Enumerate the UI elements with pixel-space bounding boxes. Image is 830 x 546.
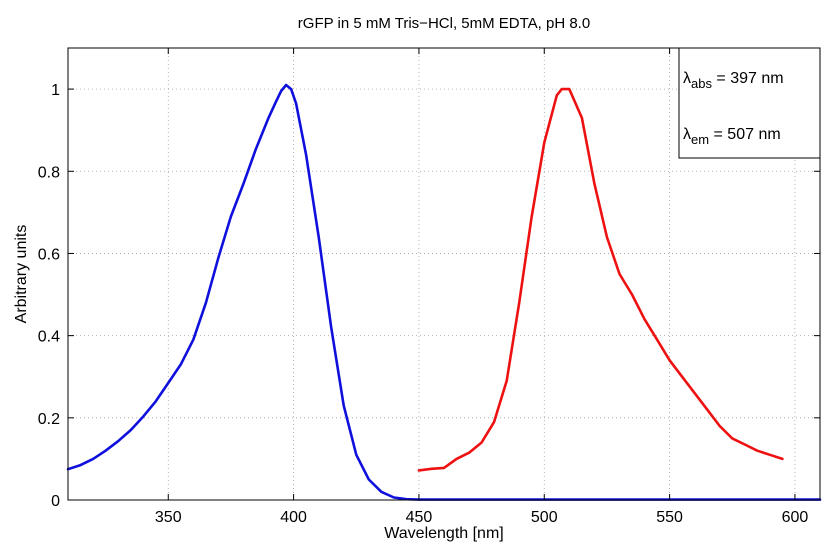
legend-frame — [678, 47, 821, 159]
plot-frame — [67, 47, 821, 501]
x-tick-label: 550 — [656, 509, 683, 526]
x-axis-label: Wavelength [nm] — [384, 525, 503, 542]
emission-line — [417, 87, 784, 472]
x-tick-label: 500 — [531, 509, 558, 526]
x-tick-label: 400 — [280, 509, 307, 526]
chart-title: rGFP in 5 mM Tris−HCl, 5mM EDTA, pH 8.0 — [298, 15, 590, 32]
y-axis-label: Arbitrary units — [13, 225, 30, 324]
em-subscript: em — [691, 132, 709, 147]
axis-ticks: 350 400 450 500 550 600 0 0.2 0.4 0.6 0.8 1 — [38, 48, 820, 526]
em-symbol: λ — [683, 126, 691, 143]
abs-subscript: abs — [691, 76, 712, 91]
x-tick-label: 350 — [155, 509, 182, 526]
legend-abs: λabs = 397 nm — [683, 70, 784, 91]
abs-value: = 397 nm — [712, 70, 784, 87]
legend-box: λabs = 397 nm λem = 507 nm — [678, 47, 821, 159]
y-tick-label: 0.4 — [38, 329, 60, 346]
em-value: = 507 nm — [709, 126, 781, 143]
x-tick-label: 450 — [406, 509, 433, 526]
abs-symbol: λ — [683, 70, 691, 87]
y-tick-label: 1 — [51, 82, 60, 99]
y-tick-label: 0 — [51, 493, 60, 510]
x-tick-label: 600 — [782, 509, 809, 526]
y-tick-label: 0.6 — [38, 246, 60, 263]
y-tick-label: 0.8 — [38, 164, 60, 181]
legend-em: λem = 507 nm — [683, 126, 781, 147]
y-tick-label: 0.2 — [38, 411, 60, 428]
